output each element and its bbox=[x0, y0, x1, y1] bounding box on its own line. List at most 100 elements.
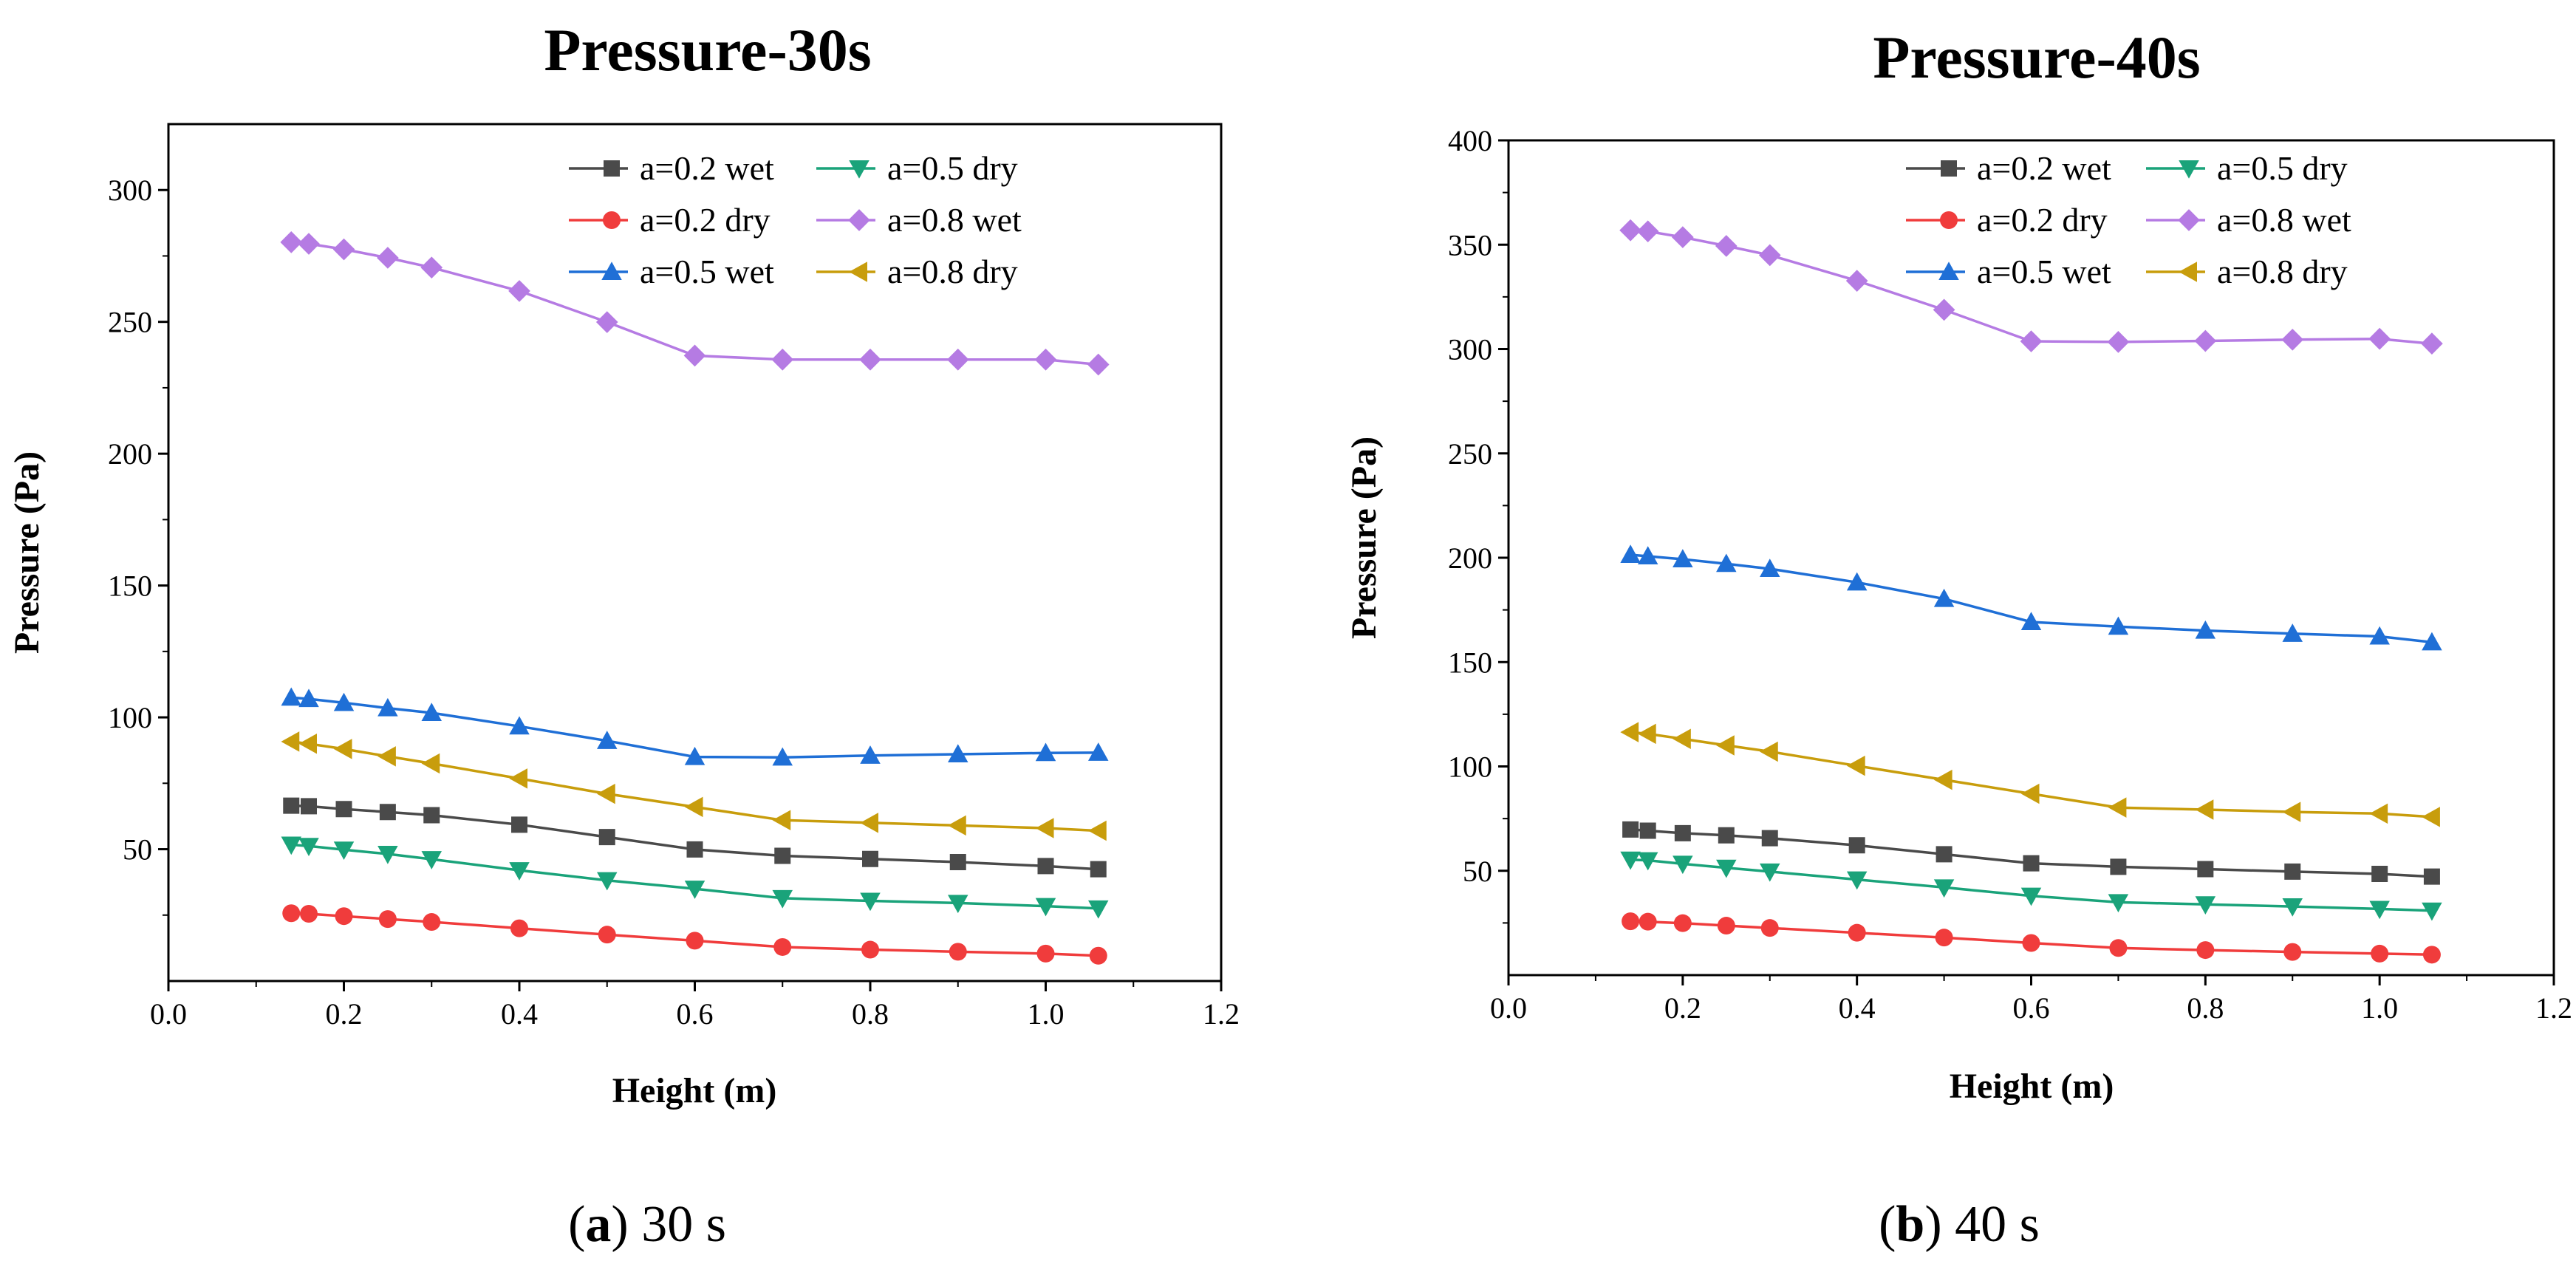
data-point bbox=[1035, 742, 1056, 762]
y-axis-label: Pressure (Pa) bbox=[7, 451, 47, 654]
chart-panel-b: Pressure-40s 50 100 150 200 250 300 350 400 0.0… bbox=[1345, 24, 2572, 1253]
legend-label: a=0.5 dry bbox=[887, 149, 1018, 187]
data-point bbox=[1760, 741, 1778, 762]
data-point bbox=[2369, 901, 2390, 920]
data-point bbox=[686, 841, 703, 858]
data-point bbox=[509, 862, 530, 881]
data-point bbox=[1673, 549, 1693, 567]
data-point bbox=[2108, 894, 2129, 913]
legend-label: a=0.8 wet bbox=[2217, 201, 2351, 239]
caption-text: 40 s bbox=[1942, 1196, 2040, 1253]
data-point bbox=[298, 838, 319, 857]
legend-entry: a=0.2 wet bbox=[1906, 149, 2111, 187]
data-point bbox=[333, 692, 355, 711]
series-a-0-5-dry bbox=[1620, 851, 2442, 921]
data-point bbox=[1933, 769, 1953, 790]
data-point bbox=[1758, 244, 1781, 267]
data-point bbox=[283, 797, 300, 814]
legend-entry: a=0.8 dry bbox=[816, 253, 1018, 290]
legend-marker bbox=[849, 160, 870, 179]
data-point bbox=[1933, 588, 1955, 607]
series-a-0-2-wet bbox=[1622, 821, 2440, 885]
legend-label: a=0.5 wet bbox=[640, 253, 774, 290]
data-point bbox=[298, 734, 317, 754]
xtick-label: 1.2 bbox=[1203, 997, 1240, 1031]
legend-entry: a=0.2 wet bbox=[569, 149, 774, 187]
data-point bbox=[1089, 946, 1107, 965]
data-point bbox=[281, 687, 301, 706]
data-point bbox=[301, 798, 317, 815]
legend-label: a=0.5 dry bbox=[2217, 149, 2348, 187]
xtick-label: 1.0 bbox=[1028, 997, 1065, 1031]
ytick-labels: 50 100 150 200 250 300 350 400 bbox=[1448, 124, 1492, 888]
legend-entry: a=0.5 dry bbox=[2146, 149, 2348, 187]
chart-title: Pressure-30s bbox=[544, 16, 871, 83]
data-point bbox=[2371, 944, 2389, 963]
data-point bbox=[2422, 902, 2442, 921]
data-point bbox=[597, 783, 615, 804]
data-point bbox=[510, 919, 528, 937]
data-point bbox=[335, 801, 352, 818]
legend-label: a=0.2 dry bbox=[640, 201, 771, 239]
data-point bbox=[1935, 929, 1953, 947]
data-point bbox=[1036, 944, 1055, 963]
legend-marker bbox=[1938, 262, 1959, 280]
data-point bbox=[2023, 855, 2040, 872]
legend-marker bbox=[1941, 160, 1957, 177]
data-point bbox=[684, 796, 703, 818]
data-point bbox=[2422, 807, 2440, 827]
data-point bbox=[1087, 353, 1110, 376]
data-point bbox=[2282, 802, 2301, 822]
data-point bbox=[509, 716, 530, 735]
data-point bbox=[335, 907, 353, 926]
xtick-labels: 0.0 0.2 0.4 0.6 0.8 1.0 1.2 bbox=[1490, 991, 2572, 1025]
data-point bbox=[332, 238, 355, 261]
plot-frame bbox=[167, 123, 1223, 983]
data-point bbox=[862, 850, 878, 867]
data-point bbox=[1848, 837, 1865, 854]
data-point bbox=[421, 753, 440, 774]
ytick-label: 400 bbox=[1448, 124, 1492, 157]
series-a-0-2-dry bbox=[1622, 912, 2441, 964]
ytick-labels: 50 100 150 200 250 300 bbox=[108, 174, 152, 866]
ytick-label: 250 bbox=[1448, 437, 1492, 471]
ytick-label: 50 bbox=[123, 833, 152, 867]
data-point bbox=[333, 841, 355, 861]
series-a-0-8-wet bbox=[280, 231, 1110, 376]
data-point bbox=[772, 747, 793, 766]
data-point bbox=[423, 913, 441, 932]
data-point bbox=[1933, 298, 1955, 321]
data-point bbox=[1622, 821, 1639, 838]
data-point bbox=[860, 892, 881, 912]
data-point bbox=[773, 937, 792, 956]
data-point bbox=[1088, 820, 1107, 841]
data-point bbox=[2020, 783, 2040, 804]
data-point bbox=[298, 688, 319, 708]
data-point bbox=[1673, 914, 1692, 932]
legend-marker bbox=[601, 262, 622, 280]
data-point bbox=[2368, 327, 2391, 350]
xtick-labels: 0.0 0.2 0.4 0.6 0.8 1.0 1.2 bbox=[150, 997, 1240, 1031]
ytick-label: 250 bbox=[108, 306, 152, 339]
data-point bbox=[2108, 616, 2129, 635]
ytick-label: 200 bbox=[1448, 541, 1492, 575]
data-point bbox=[1760, 919, 1779, 937]
x-axis-label: Height (m) bbox=[1950, 1067, 2114, 1106]
chart-panel-a: Pressure-30s 50 100 150 200 250 300 0.0 0.2 0.4… bbox=[7, 16, 1240, 1253]
data-point bbox=[772, 810, 791, 831]
legend-label: a=0.8 dry bbox=[887, 253, 1018, 290]
ytick-label: 150 bbox=[108, 570, 152, 603]
data-point bbox=[1034, 348, 1057, 371]
data-point bbox=[948, 744, 968, 763]
data-point bbox=[280, 231, 303, 253]
data-point bbox=[595, 311, 618, 333]
data-point bbox=[298, 233, 320, 255]
data-point bbox=[1637, 546, 1658, 565]
data-point bbox=[509, 768, 527, 789]
data-point bbox=[508, 280, 530, 302]
legend-entry: a=0.5 wet bbox=[1906, 253, 2111, 290]
data-point bbox=[2422, 946, 2441, 964]
xtick-label: 0.4 bbox=[1839, 991, 1876, 1025]
data-point bbox=[2283, 943, 2302, 961]
